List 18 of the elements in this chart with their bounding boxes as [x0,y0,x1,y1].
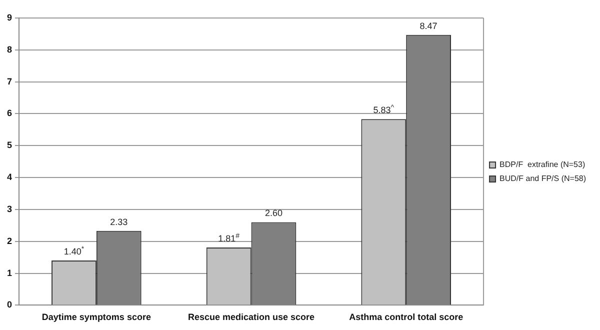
legend-label: BUD/F and FP/S (N=58) [500,174,586,184]
y-tick-label: 6 [6,108,12,118]
y-tick-label: 4 [6,172,12,182]
data-label: 2.60 [264,208,282,218]
y-tick-label: 3 [6,204,12,214]
y-tick-label: 5 [6,140,12,150]
y-tick-label: 1 [6,268,12,278]
data-label: 2.33 [110,216,128,227]
y-tick-label: 0 [6,300,12,310]
y-tick-label: 7 [6,76,12,86]
y-tick-label: 2 [6,236,12,246]
x-tick-label: Asthma control total score [349,312,464,322]
x-tick-label: Daytime symptoms score [42,312,151,322]
y-tick-label: 8 [6,44,12,54]
legend-label: BDP/F extrafine (N=53) [500,160,586,170]
data-label: 8.47 [420,20,438,31]
y-tick-label: 9 [6,12,12,22]
x-tick-label: Rescue medication use score [188,312,315,322]
